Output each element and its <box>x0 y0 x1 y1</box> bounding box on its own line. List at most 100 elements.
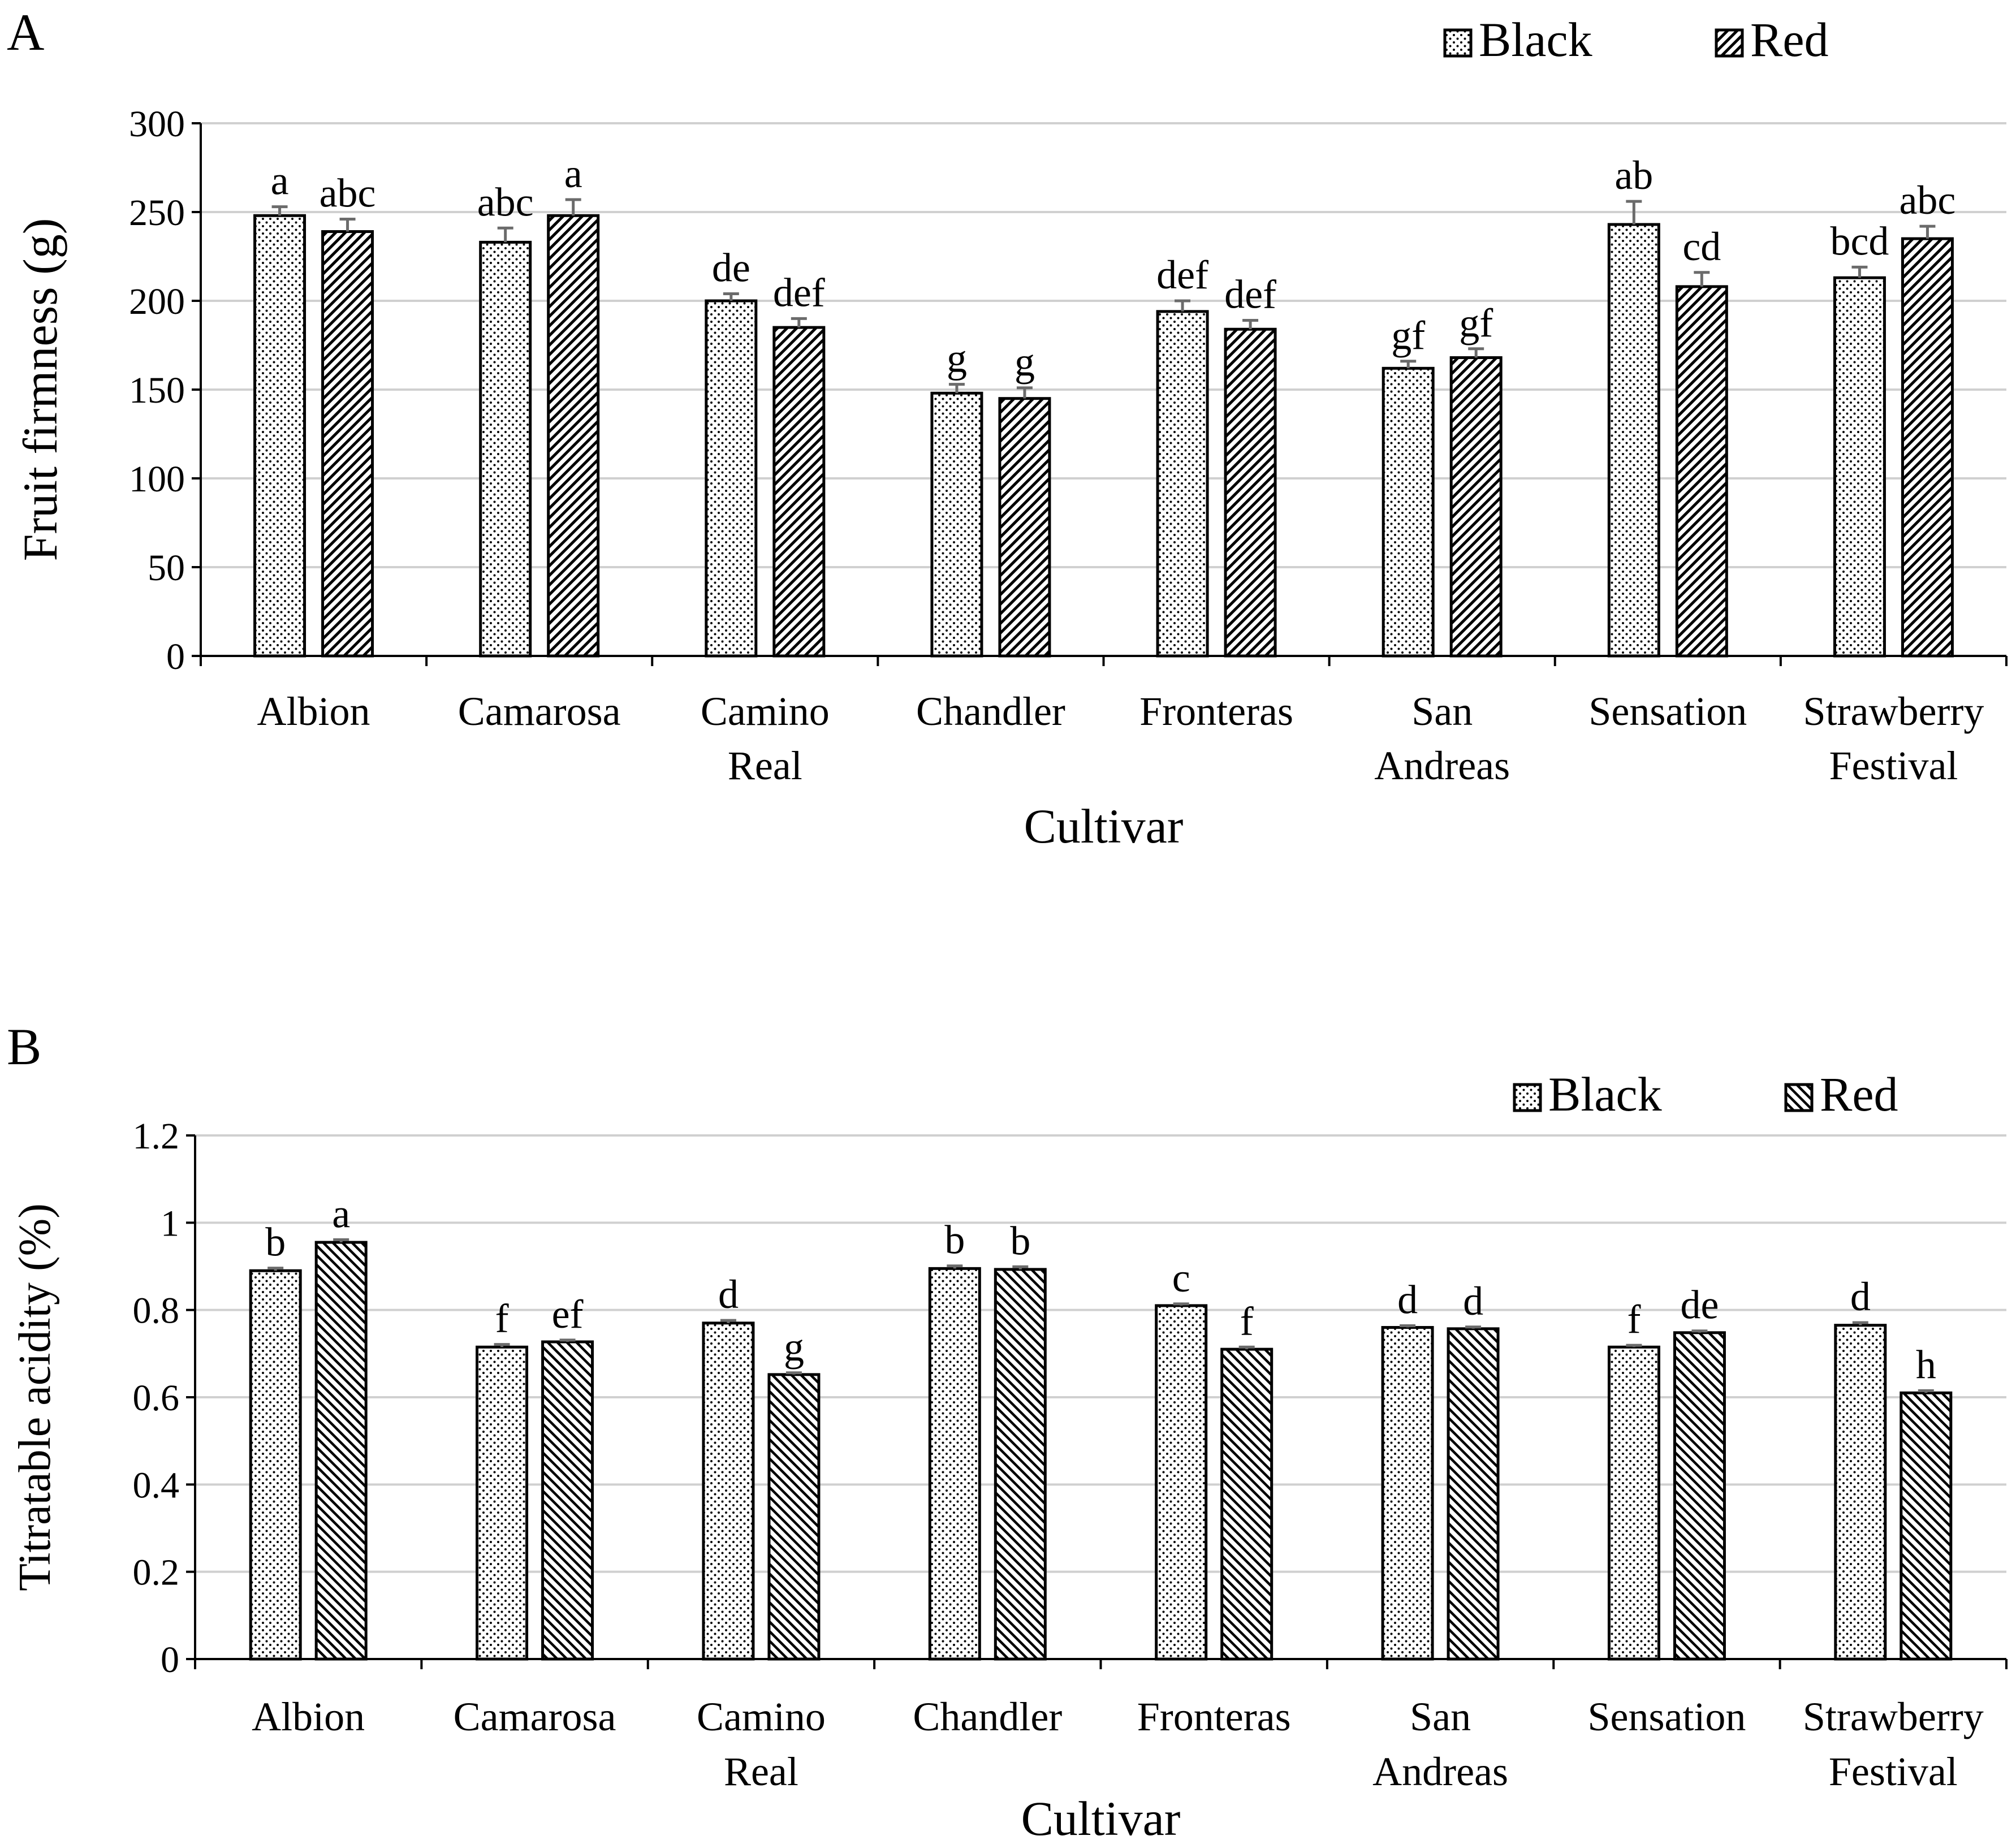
panel-letter-a: A <box>7 3 44 61</box>
y-tick-label: 0 <box>161 1639 179 1681</box>
data-label: h <box>1916 1342 1936 1387</box>
bar-red <box>1224 327 1277 658</box>
y-tick-label: 300 <box>129 103 185 145</box>
category-label: Festival <box>1829 1749 1958 1794</box>
bar-black <box>253 214 306 658</box>
bar-red <box>541 1340 594 1661</box>
bar-red <box>767 1373 821 1661</box>
bar-black <box>1155 1304 1208 1661</box>
category-label: Chandler <box>916 689 1065 734</box>
category-label: Fronteras <box>1137 1694 1291 1739</box>
bar-black <box>705 299 758 658</box>
bar-black <box>1607 1345 1660 1661</box>
bar-red <box>547 214 600 658</box>
bar-black <box>1382 366 1435 658</box>
bar-red <box>314 1241 368 1661</box>
data-label: f <box>495 1296 509 1341</box>
y-tick-label: 100 <box>129 459 185 500</box>
data-label: g <box>947 336 967 381</box>
data-label: d <box>1850 1274 1871 1319</box>
bar-black <box>930 391 983 658</box>
category-label: San <box>1410 1694 1471 1739</box>
data-label: g <box>784 1324 804 1370</box>
data-label: abc <box>477 179 534 224</box>
data-label: de <box>1680 1282 1719 1328</box>
bar-black <box>702 1321 755 1661</box>
bar-red <box>772 326 826 658</box>
legend-label-red: Red <box>1750 12 1829 67</box>
data-label: b <box>944 1217 965 1263</box>
y-axis-title: Titratable acidity (%) <box>10 1203 60 1591</box>
panel-letter-b: B <box>7 1018 41 1076</box>
bar-red <box>998 397 1051 658</box>
y-tick-label: 200 <box>129 281 185 322</box>
category-label: Festival <box>1829 743 1958 788</box>
data-label: gf <box>1391 313 1425 358</box>
legend-label-black: Black <box>1548 1067 1662 1121</box>
bar-black <box>1156 310 1209 658</box>
category-label: Albion <box>252 1694 365 1739</box>
data-label: d <box>1397 1277 1418 1322</box>
data-label: b <box>1010 1218 1030 1263</box>
y-tick-label: 250 <box>129 192 185 234</box>
bar-red <box>1449 356 1503 658</box>
category-label: Camino <box>701 689 830 734</box>
category-label: Strawberry <box>1803 689 1984 734</box>
data-label: d <box>1463 1279 1483 1324</box>
data-label: def <box>1224 272 1276 317</box>
x-axis-title: Cultivar <box>1021 1791 1181 1840</box>
category-label: Fronteras <box>1139 689 1293 734</box>
data-label: def <box>1156 252 1208 297</box>
category-label: Real <box>724 1749 798 1794</box>
data-label: a <box>332 1191 350 1236</box>
legend-label-red: Red <box>1820 1067 1898 1121</box>
data-label: f <box>1627 1297 1641 1342</box>
category-label: Andreas <box>1374 743 1510 788</box>
y-tick-label: 1.2 <box>133 1116 180 1157</box>
legend-swatch-black <box>1513 1083 1542 1112</box>
bar-red <box>1673 1331 1726 1661</box>
legend-swatch-black <box>1443 28 1473 58</box>
data-label: b <box>265 1220 286 1265</box>
data-label: abc <box>1899 178 1955 223</box>
category-label: Camino <box>697 1694 826 1739</box>
data-label: cd <box>1682 224 1721 269</box>
data-label: a <box>564 151 582 196</box>
data-label: a <box>271 158 289 204</box>
y-tick-label: 0.4 <box>133 1465 180 1506</box>
bar-black <box>1607 223 1660 658</box>
category-label: Albion <box>257 689 370 734</box>
bar-red <box>1901 237 1954 658</box>
category-label: Strawberry <box>1803 1694 1984 1739</box>
data-label: bcd <box>1830 218 1889 264</box>
bar-black <box>479 240 532 658</box>
bar-black <box>928 1267 981 1661</box>
bar-red <box>1675 285 1728 658</box>
data-label: f <box>1240 1298 1254 1344</box>
category-label: San <box>1411 689 1473 734</box>
bar-black <box>249 1269 302 1661</box>
x-axis-title: Cultivar <box>1024 799 1184 853</box>
bar-black <box>1833 276 1886 658</box>
data-label: c <box>1172 1255 1190 1301</box>
category-label: Camarosa <box>454 1694 616 1739</box>
y-tick-label: 0.2 <box>133 1552 180 1593</box>
category-label: Sensation <box>1587 1694 1746 1739</box>
data-label: def <box>773 270 825 315</box>
y-tick-label: 1 <box>161 1203 179 1244</box>
bar-red <box>1447 1327 1500 1661</box>
bar-red <box>1900 1391 1953 1661</box>
y-tick-label: 50 <box>148 547 185 589</box>
y-tick-label: 0.6 <box>133 1377 180 1419</box>
y-tick-label: 0 <box>166 636 185 677</box>
y-axis-title: Fruit firmness (g) <box>13 218 67 561</box>
bar-red <box>994 1268 1047 1661</box>
y-tick-label: 0.8 <box>133 1290 180 1332</box>
legend: Black Red <box>1443 12 1829 67</box>
data-label: de <box>712 245 750 290</box>
data-label: abc <box>320 171 376 216</box>
data-label: g <box>1015 339 1035 385</box>
bar-red <box>321 230 374 658</box>
